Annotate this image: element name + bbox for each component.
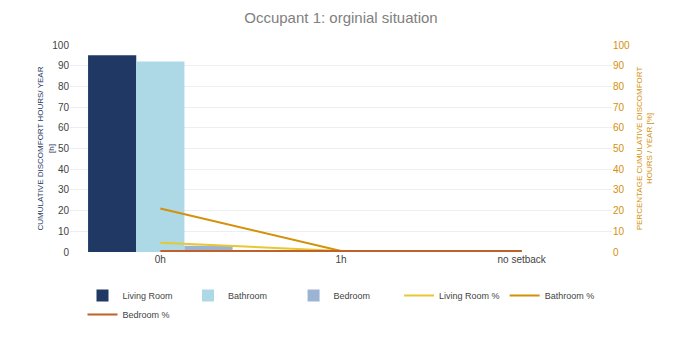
svg-text:20: 20 [58, 205, 70, 216]
svg-text:100: 100 [52, 40, 69, 51]
svg-text:Bathroom %: Bathroom % [545, 291, 595, 301]
svg-text:Occupant 1: orginial situation: Occupant 1: orginial situation [244, 9, 437, 26]
svg-text:no setback: no setback [497, 254, 546, 265]
svg-text:Bathroom: Bathroom [228, 291, 267, 301]
svg-text:40: 40 [58, 164, 70, 175]
svg-text:70: 70 [613, 102, 625, 113]
svg-text:Living Room: Living Room [123, 291, 173, 301]
svg-text:80: 80 [58, 81, 70, 92]
svg-text:30: 30 [613, 184, 625, 195]
svg-text:40: 40 [613, 164, 625, 175]
svg-text:70: 70 [58, 102, 70, 113]
svg-text:0: 0 [613, 247, 619, 258]
svg-text:0h: 0h [155, 254, 166, 265]
svg-text:Bedroom %: Bedroom % [123, 310, 170, 320]
svg-text:20: 20 [613, 205, 625, 216]
svg-text:Living Room %: Living Room % [439, 291, 500, 301]
svg-text:10: 10 [58, 226, 70, 237]
svg-text:30: 30 [58, 184, 70, 195]
svg-text:10: 10 [613, 226, 625, 237]
svg-text:0: 0 [63, 247, 69, 258]
svg-text:PERCENTAGE CUMULATIVE DISCOMFO: PERCENTAGE CUMULATIVE DISCOMFORTHOURS / … [635, 67, 654, 231]
svg-text:90: 90 [58, 60, 70, 71]
svg-text:1h: 1h [335, 254, 346, 265]
svg-text:100: 100 [613, 40, 630, 51]
svg-text:50: 50 [58, 143, 70, 154]
svg-text:80: 80 [613, 81, 625, 92]
svg-text:CUMULATIVE DISCOMFORT HOURS/ Y: CUMULATIVE DISCOMFORT HOURS/ YEAR[h] [36, 66, 55, 230]
svg-text:60: 60 [58, 122, 70, 133]
svg-text:60: 60 [613, 122, 625, 133]
svg-text:50: 50 [613, 143, 625, 154]
svg-text:Bedroom: Bedroom [334, 291, 371, 301]
svg-text:90: 90 [613, 60, 625, 71]
